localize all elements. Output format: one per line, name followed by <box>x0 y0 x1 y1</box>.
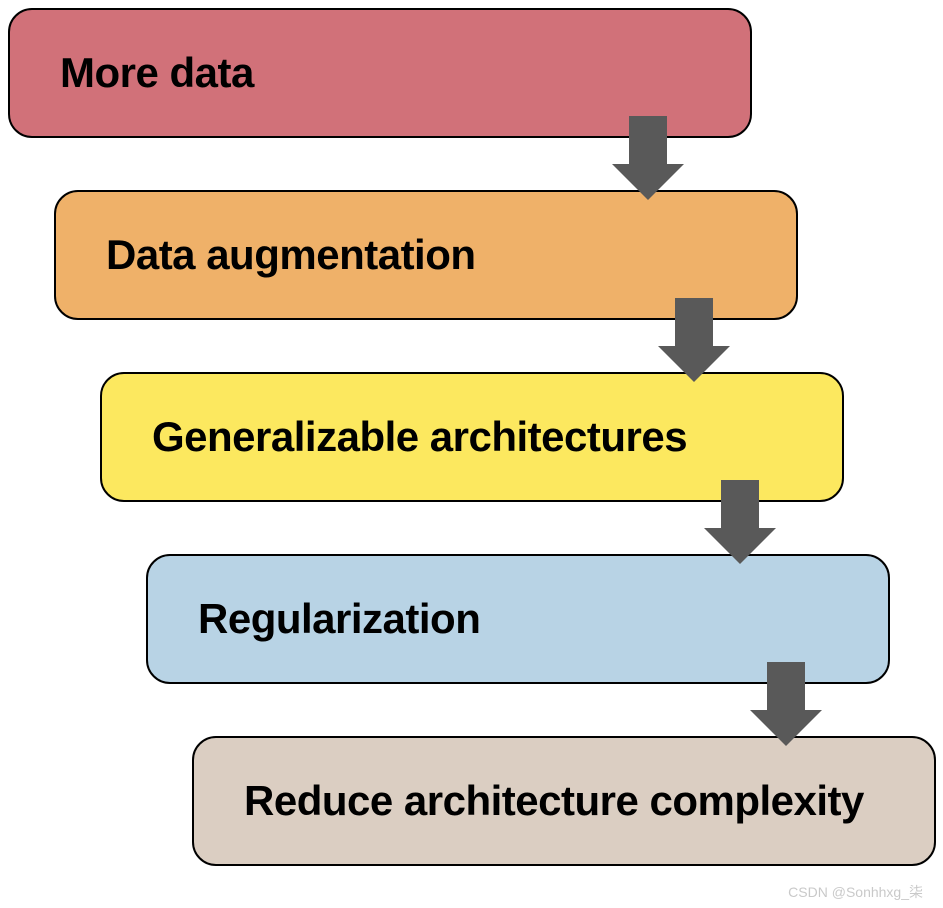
box-label: Regularization <box>198 595 480 643</box>
box-label: Data augmentation <box>106 231 476 279</box>
arrow-stem <box>721 480 759 528</box>
watermark-text: CSDN @Sonhhxg_柒 <box>788 882 923 902</box>
box-label: More data <box>60 49 254 97</box>
box-label: Reduce architecture complexity <box>244 777 864 825</box>
arrow-down-icon <box>750 662 822 746</box>
diagram-container: More data Data augmentation Generalizabl… <box>0 0 943 908</box>
box-reduce-architecture-complexity: Reduce architecture complexity <box>192 736 936 866</box>
arrow-down-icon <box>658 298 730 382</box>
arrow-down-icon <box>704 480 776 564</box>
arrow-head <box>704 528 776 564</box>
box-label: Generalizable architectures <box>152 413 687 461</box>
arrow-down-icon <box>612 116 684 200</box>
arrow-head <box>658 346 730 382</box>
arrow-stem <box>675 298 713 346</box>
arrow-stem <box>767 662 805 710</box>
arrow-head <box>612 164 684 200</box>
arrow-stem <box>629 116 667 164</box>
arrow-head <box>750 710 822 746</box>
